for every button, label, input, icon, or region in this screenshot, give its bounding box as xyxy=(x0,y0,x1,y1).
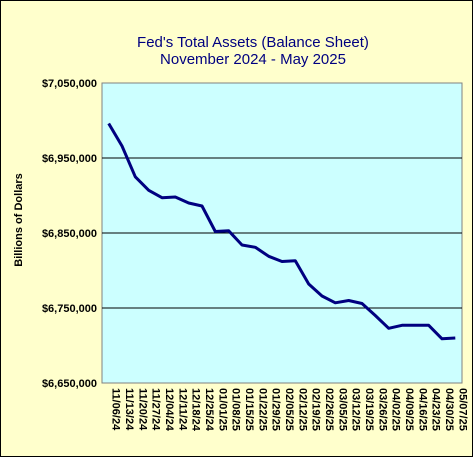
x-tick-label: 02/05/25 xyxy=(283,388,295,431)
x-tick-label: 03/12/25 xyxy=(350,388,362,431)
x-tick-label: 01/22/25 xyxy=(256,388,268,431)
x-tick-label: 03/05/25 xyxy=(336,388,348,431)
x-tick-label: 04/02/25 xyxy=(390,388,402,431)
x-tick-label: 04/16/25 xyxy=(416,388,428,431)
x-tick-label: 01/01/25 xyxy=(216,388,228,431)
y-tick-label: $6,850,000 xyxy=(42,228,97,240)
x-tick-label: 01/08/25 xyxy=(230,388,242,431)
x-tick-label: 11/06/24 xyxy=(110,388,122,431)
x-tick-label: 04/09/25 xyxy=(403,388,415,431)
x-tick-label: 11/27/24 xyxy=(150,388,162,431)
x-tick-label: 02/19/25 xyxy=(310,388,322,431)
series-line xyxy=(107,122,456,341)
x-tick-label: 03/19/25 xyxy=(363,388,375,431)
y-axis-label: Billions of Dollars xyxy=(13,173,25,267)
x-tick-label: 12/25/24 xyxy=(203,388,215,432)
x-tick-label: 12/04/24 xyxy=(163,388,175,432)
x-tick-label: 02/12/25 xyxy=(296,388,308,431)
chart-subtitle: November 2024 - May 2025 xyxy=(160,51,346,68)
gridlines xyxy=(102,157,462,309)
x-axis-ticks: 11/06/24 11/13/24 11/20/24 11/27/24 12/04/24… xyxy=(110,388,469,432)
x-tick-label: 03/26/25 xyxy=(376,388,388,431)
chart-title: Fed's Total Assets (Balance Sheet) xyxy=(137,34,369,51)
y-tick-label: $6,650,000 xyxy=(42,378,97,390)
x-tick-label: 11/13/24 xyxy=(123,388,135,431)
x-tick-label: 04/23/25 xyxy=(430,388,442,431)
x-tick-label: 11/20/24 xyxy=(136,388,148,431)
y-tick-label: $6,750,000 xyxy=(42,303,97,315)
x-tick-label: 12/11/24 xyxy=(176,388,188,431)
x-tick-label: 04/30/25 xyxy=(443,388,455,431)
y-tick-label: $6,950,000 xyxy=(42,153,97,165)
y-axis-ticks: $6,650,000 $6,750,000 $6,850,000 $6,950,000… xyxy=(42,78,97,390)
x-tick-label: 12/18/24 xyxy=(190,388,202,432)
x-tick-label: 02/26/25 xyxy=(323,388,335,431)
y-tick-label: $7,050,000 xyxy=(42,78,97,90)
x-tick-label: 01/15/25 xyxy=(243,388,255,431)
x-tick-label: 01/29/25 xyxy=(270,388,282,431)
x-tick-label: 05/07/25 xyxy=(456,388,468,431)
